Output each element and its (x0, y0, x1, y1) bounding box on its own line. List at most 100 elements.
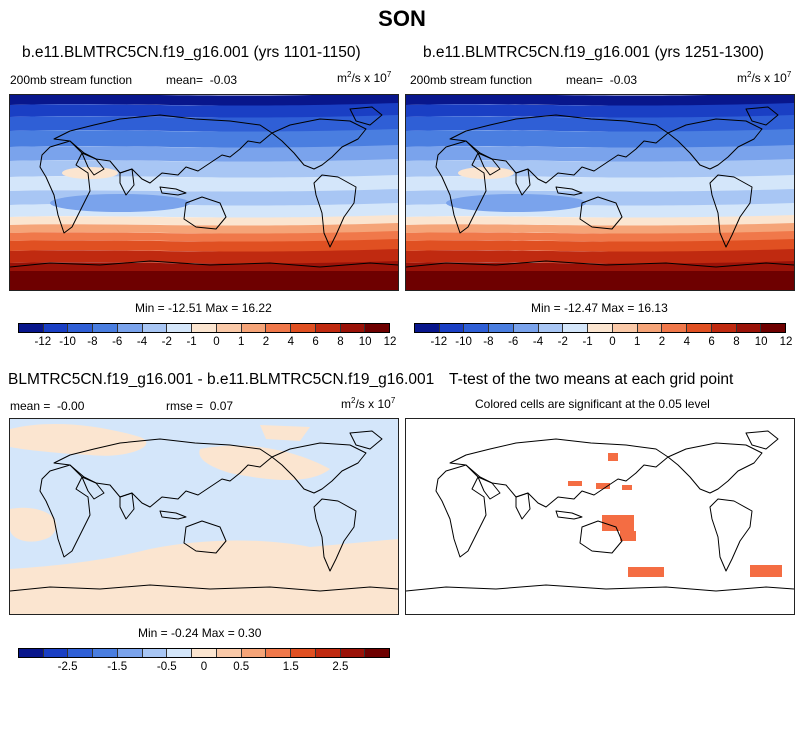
diff-region (10, 423, 147, 456)
colorbar-tick-label: -2 (161, 336, 172, 348)
colorbar-swatch (612, 324, 638, 332)
coastline (53, 114, 273, 184)
coastline (313, 174, 357, 248)
diff-panel-title: BLMTRC5CN.f19_g16.001 - b.e11.BLMTRC5CN.… (8, 371, 435, 388)
colorbar-swatch (68, 649, 94, 657)
colorbar-tick-label: 6 (312, 336, 319, 348)
coastline (709, 498, 753, 572)
diff-rmse-value: 0.07 (209, 399, 234, 413)
colorbar-tick-label: 10 (754, 336, 768, 348)
stream-band (406, 145, 794, 162)
stream-band (406, 129, 794, 148)
stream-band (10, 103, 398, 118)
stream-band (406, 115, 794, 132)
left-map-graphic (10, 95, 398, 290)
colorbar-tick-label: -6 (112, 336, 123, 348)
right-minmax: Min = -12.47 Max = 16.13 (531, 301, 668, 315)
left-panel-title: b.e11.BLMTRC5CN.f19_g16.001 (yrs 1101-11… (22, 44, 361, 61)
coastline (515, 492, 531, 520)
stream-band (10, 215, 398, 226)
colorbar-swatch (291, 649, 316, 657)
stream-band (406, 103, 794, 118)
coastlines (10, 430, 398, 592)
colorbar-tick-label: -4 (532, 336, 544, 348)
colorbar-swatch (513, 324, 539, 332)
diff-rmse-label: rmse = (166, 399, 204, 413)
colorbar-swatch (192, 649, 217, 657)
coastline (10, 260, 398, 268)
colorbar-tick-label: -12 (430, 336, 448, 348)
significant-cell (596, 483, 610, 489)
significant-cell (620, 531, 636, 541)
stream-feature (446, 194, 586, 212)
coastline (745, 430, 779, 450)
stream-band (10, 175, 398, 192)
coastline (119, 492, 135, 520)
colorbar-swatch (315, 324, 341, 332)
stream-band (406, 95, 794, 106)
left-mean-label: mean= (166, 73, 204, 87)
diff-minmax: Min = -0.24 Max = 0.30 (138, 626, 262, 640)
colorbar-swatch (216, 649, 242, 657)
coastline (39, 140, 91, 234)
colorbar-swatch (711, 324, 737, 332)
colorbar-swatch (687, 324, 712, 332)
colorbar-swatch (439, 324, 465, 332)
colorbar-swatch (142, 649, 168, 657)
colorbar-tick-label: -6 (508, 336, 519, 348)
colorbar-swatch (538, 324, 564, 332)
coastline (183, 520, 227, 554)
ttest-map (405, 418, 795, 615)
diff-region (260, 425, 310, 441)
right-panel-units: m2/s x 107 (737, 70, 792, 86)
colorbar-tick-label: 8 (733, 336, 740, 348)
diff-colorbar (18, 648, 390, 658)
diff-panel-mean: mean = -0.00 (10, 399, 84, 413)
coastline (449, 114, 669, 184)
colorbar-swatch (216, 324, 242, 332)
colorbar-tick-label: -10 (59, 336, 76, 348)
colorbar-tick-label: -1.5 (107, 661, 128, 673)
colorbar-tick-label: -12 (34, 336, 52, 348)
coastline (579, 196, 623, 230)
stream-band (10, 145, 398, 162)
diff-mean-value: -0.00 (57, 399, 85, 413)
colorbar-swatch (43, 649, 69, 657)
coastline (271, 118, 367, 170)
ttest-subtitle: Colored cells are significant at the 0.0… (475, 397, 710, 411)
stream-band (10, 223, 398, 234)
colorbar-tick-label: 1 (633, 336, 641, 348)
ttest-background (406, 419, 794, 614)
colorbar-tick-label: 0 (213, 336, 220, 348)
diff-mean-label: mean = (10, 399, 51, 413)
stream-band (406, 175, 794, 192)
left-panel-mean: mean= -0.03 (166, 73, 237, 87)
colorbar-tick-label: 1 (237, 336, 245, 348)
colorbar-tick-label: -1 (186, 336, 197, 348)
diff-region (10, 507, 57, 542)
stream-feature (62, 167, 118, 179)
diff-panel-rmse: rmse = 0.07 (166, 399, 233, 413)
coastline (349, 106, 383, 126)
stream-band (10, 95, 398, 106)
significant-cell (622, 485, 632, 490)
coastline (435, 140, 487, 234)
significant-cell (608, 453, 618, 461)
colorbar-swatch (464, 324, 490, 332)
colorbar-tick-label: 2 (658, 336, 666, 348)
stream-band (10, 115, 398, 132)
colorbar-tick-label: 12 (779, 336, 793, 348)
colorbar-tick-label: 1.5 (282, 661, 299, 673)
right-map-graphic (406, 95, 794, 290)
colorbar-tick-label: 8 (337, 336, 344, 348)
diff-panel-units: m2/s x 107 (341, 396, 396, 412)
colorbar-tick-label: 10 (358, 336, 372, 348)
coastline (745, 106, 779, 126)
coastline (119, 168, 135, 196)
colorbar-swatch (93, 649, 118, 657)
colorbar-tick-label: 4 (683, 336, 690, 348)
colorbar-swatch (167, 649, 193, 657)
left-mean-value: -0.03 (209, 73, 238, 87)
coastlines (406, 106, 794, 268)
colorbar-tick-label: -2 (557, 336, 568, 348)
